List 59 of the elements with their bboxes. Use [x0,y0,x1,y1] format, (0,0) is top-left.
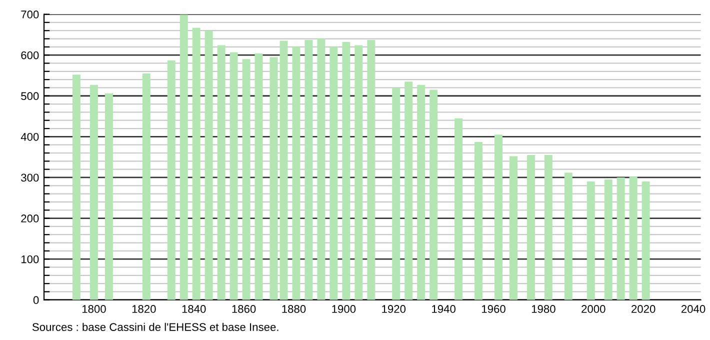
bar [509,156,518,300]
bar [304,40,313,300]
x-tick-label: 1840 [182,305,206,313]
bar [254,53,263,300]
bar [474,142,483,300]
y-tick-label: 200 [21,214,39,222]
bar [430,90,438,300]
x-tick-label: 1960 [482,305,506,313]
x-tick-label: 2040 [681,305,706,313]
bar [629,176,638,300]
y-tick-label: 0 [33,296,39,304]
bar [616,177,625,300]
bar [180,14,188,300]
y-tick-label: 500 [21,92,39,100]
x-tick-label: 1940 [432,305,456,313]
bar [292,46,300,300]
source-note: Sources : base Cassini de l'EHESS et base Insee. [32,322,278,332]
bar [417,84,426,300]
y-tick-label: 700 [21,10,39,18]
x-tick-label: 1880 [282,305,306,313]
bar [342,42,350,300]
x-tick-label: 1800 [82,305,106,313]
bar [204,30,213,300]
bar [72,74,80,300]
bar [104,93,113,300]
bar [642,182,650,300]
bar [526,155,535,300]
bar [604,180,612,300]
bar [317,38,326,300]
bar [167,60,176,300]
bar [367,40,376,300]
y-tick-label: 100 [21,255,39,264]
bar [354,45,363,300]
x-tick-label: 2020 [632,305,656,313]
bar [90,84,98,300]
bar [242,59,250,300]
y-tick-label: 300 [21,174,39,182]
bar [142,73,150,300]
bar [270,57,278,300]
x-tick-label: 1920 [382,305,406,313]
bar [564,172,572,300]
bar [280,40,288,300]
x-tick-label: 1860 [232,305,256,313]
bar [586,182,595,300]
bar [392,88,400,300]
bar [494,134,502,300]
x-tick-label: 1820 [132,305,156,313]
x-tick-label: 1900 [332,305,356,313]
bar [404,82,413,300]
y-tick-label: 600 [21,51,39,60]
bar [230,52,238,300]
bar [330,46,338,300]
bar [454,118,463,300]
y-tick-label: 400 [20,132,39,141]
x-tick-label: 2000 [582,305,606,313]
bar [192,28,200,300]
bar [544,155,552,300]
bar [217,45,226,300]
x-tick-label: 1980 [532,305,556,313]
